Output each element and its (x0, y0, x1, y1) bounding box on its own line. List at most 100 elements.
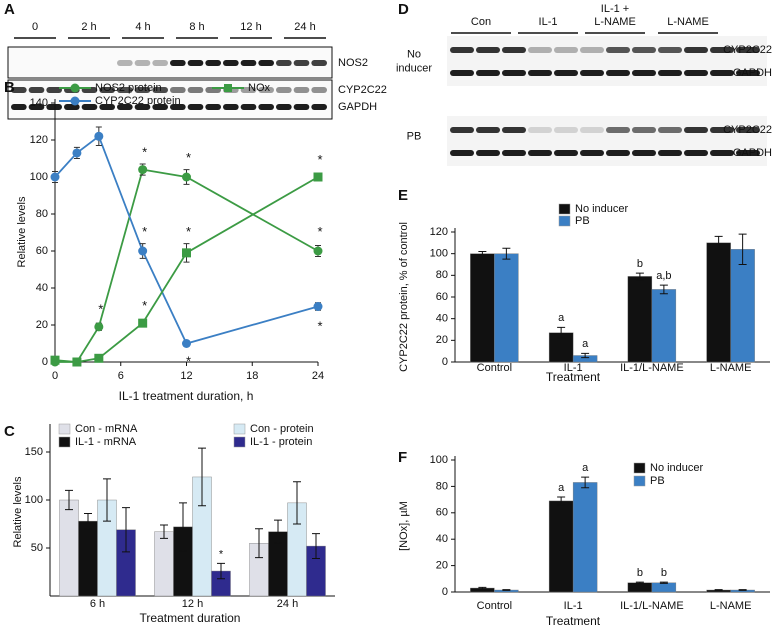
panel-label: E (398, 187, 408, 204)
blot-band (311, 60, 327, 66)
marker (182, 339, 191, 348)
marker (94, 131, 104, 141)
x-axis-label: Treatment (546, 614, 601, 627)
legend-label: IL-1 - mRNA (75, 436, 137, 448)
lane-label: 12 h (240, 21, 261, 33)
blot-band (258, 87, 274, 93)
x-tick-label: 6 h (90, 598, 105, 610)
group-label: IL-1 + (601, 3, 629, 15)
blot-band (606, 70, 630, 76)
marker (50, 172, 60, 182)
blot-band (28, 104, 45, 110)
error-bar (65, 489, 73, 511)
x-tick-label: L-NAME (710, 600, 752, 612)
marker (50, 355, 60, 365)
error-bar (557, 326, 566, 339)
blot-band (152, 60, 168, 66)
blot-band (258, 104, 274, 110)
x-tick-label: Control (477, 600, 512, 612)
blot-band (293, 87, 310, 93)
marker (138, 165, 148, 175)
y-tick-label: 20 (36, 319, 48, 331)
bar (548, 500, 574, 593)
legend-label: Con - protein (250, 423, 314, 435)
blot-band (736, 150, 760, 156)
band-label: CYP2C22 (338, 84, 387, 96)
blot-band (450, 150, 474, 156)
error-bar (255, 528, 263, 559)
blot-band (658, 127, 682, 133)
error-bar (738, 589, 747, 591)
blot-band (632, 47, 656, 53)
annotation: * (142, 298, 147, 313)
legend-swatch (233, 423, 246, 435)
legend-swatch (58, 436, 71, 448)
y-tick-label: 60 (36, 245, 48, 257)
bar (651, 582, 677, 593)
y-axis-label: [NOx], µM (398, 501, 410, 551)
annotation: a (582, 338, 589, 350)
lane-label: 4 h (135, 21, 150, 33)
legend-label: IL-1 - protein (250, 436, 312, 448)
annotation: * (98, 302, 103, 317)
legend-label: No inducer (650, 462, 704, 474)
group-label: L-NAME (667, 16, 709, 28)
marker (313, 172, 323, 182)
blot-box (7, 79, 333, 120)
blot-band (276, 104, 292, 110)
error-bar (714, 235, 723, 250)
annotation: a (582, 462, 589, 474)
group-label: L-NAME (594, 16, 636, 28)
blot-band (11, 87, 27, 93)
bar (572, 482, 598, 593)
blot-band (580, 47, 604, 53)
panel-label: A (4, 1, 15, 18)
error-bar (274, 519, 282, 544)
blot-band (450, 127, 474, 133)
error-bar (478, 251, 487, 257)
blot-band (580, 150, 604, 156)
legend-swatch (58, 423, 71, 435)
blot-band (223, 104, 239, 110)
error-bar (714, 589, 723, 591)
blot-band (134, 87, 151, 93)
blot-band (528, 47, 552, 53)
x-tick-label: 0 (52, 370, 58, 382)
blot-band (152, 87, 168, 93)
legend-swatch (633, 462, 646, 474)
marker (72, 357, 82, 367)
band-label: GAPDH (733, 147, 772, 159)
y-tick-label: 50 (31, 542, 43, 554)
blot-band (81, 104, 98, 110)
y-tick-label: 80 (36, 208, 48, 220)
y-tick-label: 120 (430, 226, 448, 238)
blot-band (554, 47, 578, 53)
blot-band (170, 60, 186, 66)
marker (313, 246, 323, 256)
legend-marker (70, 96, 80, 106)
blot-band (502, 150, 526, 156)
error-bar (581, 352, 590, 359)
error-bar (635, 272, 644, 281)
blot-band (632, 70, 656, 76)
band-label: GAPDH (338, 101, 377, 113)
legend-swatch (233, 436, 246, 448)
error-bar (293, 481, 301, 525)
blot-band (311, 87, 327, 93)
panel-label: C (4, 423, 15, 440)
blot-band (736, 47, 760, 53)
x-tick-label: IL-1/L-NAME (620, 600, 684, 612)
x-tick-label: IL-1 (564, 362, 583, 374)
x-tick-label: IL-1/L-NAME (620, 362, 684, 374)
y-axis-label: CYP2C22 protein, % of control (398, 222, 410, 372)
annotation: a (558, 312, 565, 324)
group-label: Con (471, 16, 491, 28)
blot-band (99, 87, 115, 93)
blot-band (28, 87, 45, 93)
blot-band (152, 104, 168, 110)
blot-band (658, 47, 682, 53)
marker (94, 322, 104, 332)
blot-band (240, 87, 257, 93)
blot-band (554, 127, 578, 133)
